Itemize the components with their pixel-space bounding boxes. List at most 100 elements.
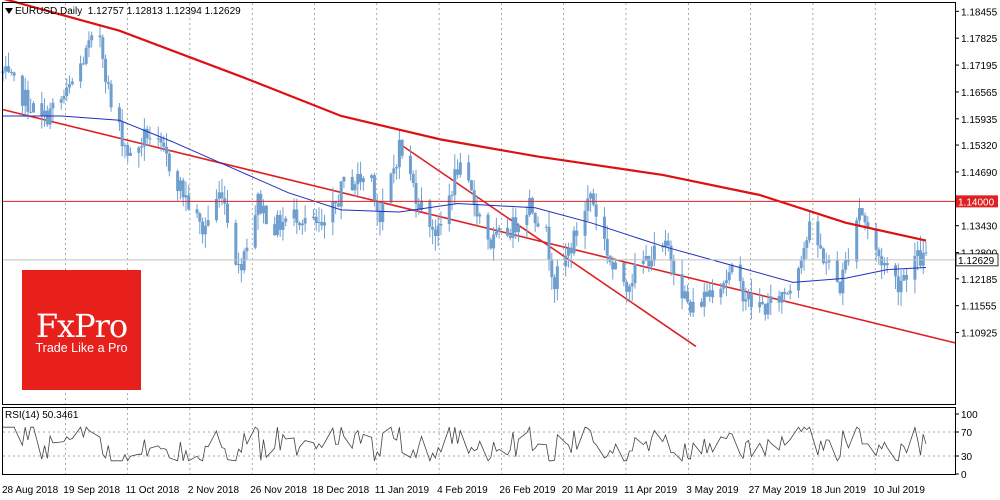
dropdown-triangle-icon <box>5 8 13 15</box>
candle <box>12 71 16 82</box>
y-tick-label: 1.10925 <box>961 329 998 340</box>
candle-body <box>819 245 823 249</box>
candle-body <box>414 183 418 204</box>
candle-body <box>431 227 435 230</box>
x-tick-label: 11 Apr 2019 <box>624 485 678 496</box>
candle <box>586 185 590 222</box>
candle-body <box>857 208 861 221</box>
candle-body <box>81 63 85 65</box>
x-tick-label: 18 Dec 2018 <box>313 485 370 496</box>
candle <box>109 79 113 112</box>
candle-body <box>722 283 726 289</box>
candle-body <box>40 103 44 116</box>
candle <box>106 75 110 90</box>
candle <box>572 226 576 256</box>
candle-body <box>395 167 399 169</box>
candle <box>378 202 382 236</box>
candle-body <box>494 231 498 235</box>
candle <box>780 291 784 314</box>
x-tick-label: 10 Jul 2019 <box>873 485 925 496</box>
candle <box>819 233 823 249</box>
candle <box>137 145 141 168</box>
candle-body <box>184 195 188 198</box>
candle-body <box>176 171 180 192</box>
candle-body <box>472 190 476 205</box>
candle-body <box>544 226 548 228</box>
candle-body <box>611 261 615 270</box>
candle <box>702 282 706 317</box>
candle <box>4 56 8 80</box>
y-tick-label: 1.15935 <box>961 115 998 126</box>
candle-body <box>392 168 396 174</box>
candle-body <box>744 299 748 302</box>
candle <box>708 281 712 302</box>
candle-body <box>827 260 831 263</box>
brand-name: FxPro <box>35 307 128 345</box>
candle-body <box>356 174 360 185</box>
candle <box>860 207 864 216</box>
candle-body <box>816 221 820 246</box>
candle <box>486 212 490 250</box>
candle-body <box>12 72 16 76</box>
y-tick-label: 1.11555 <box>961 302 997 313</box>
candle-body <box>802 247 806 261</box>
candle <box>90 31 94 48</box>
candle-body <box>408 155 412 174</box>
candle-body <box>727 272 731 281</box>
candle-body <box>375 201 379 212</box>
candle <box>273 216 277 236</box>
candle-body <box>126 145 130 156</box>
candle-body <box>220 192 224 199</box>
candle <box>647 255 651 273</box>
candle-body <box>569 248 573 254</box>
candle-body <box>705 291 709 297</box>
candle-body <box>486 214 490 240</box>
current-price-tag <box>955 253 999 267</box>
candle-body <box>882 263 886 266</box>
candle <box>478 212 482 224</box>
moving-average-short <box>3 115 927 283</box>
candle-body <box>921 252 925 266</box>
y-tick-label: 1.16565 <box>961 88 998 99</box>
candle-body <box>106 81 110 84</box>
candle-body <box>120 122 124 147</box>
candle <box>303 205 307 232</box>
candle-body <box>447 195 451 224</box>
candle-body <box>214 198 218 221</box>
level-price-tag <box>956 195 998 208</box>
candle <box>234 219 238 266</box>
candle-body <box>109 83 113 108</box>
candle <box>156 126 160 147</box>
candle <box>816 215 820 259</box>
candle <box>217 180 221 208</box>
trend-line[interactable] <box>2 108 956 344</box>
candle-body <box>453 169 457 196</box>
candle-body <box>630 283 634 287</box>
candle-body <box>575 230 579 236</box>
candle-body <box>320 221 324 226</box>
candle-body <box>165 146 169 154</box>
rsi-line <box>3 425 927 463</box>
candle <box>206 205 210 227</box>
candle-body <box>323 222 327 226</box>
candle <box>605 225 609 264</box>
candle-body <box>467 162 471 181</box>
candle <box>79 55 83 89</box>
candle <box>528 189 532 217</box>
candle-body <box>724 280 728 284</box>
candle <box>370 173 374 183</box>
candle-body <box>439 223 443 226</box>
candle <box>81 56 85 66</box>
candle <box>824 252 828 275</box>
candle <box>467 154 471 184</box>
candle-body <box>456 169 460 175</box>
candle-body <box>555 266 559 290</box>
candle-body <box>259 193 263 214</box>
candle <box>129 147 133 156</box>
candle <box>436 215 440 247</box>
candle <box>298 221 302 231</box>
candle-body <box>808 221 812 241</box>
symbol-header: EURUSD,Daily 1.12757 1.12813 1.12394 1.1… <box>5 6 241 17</box>
candle <box>630 273 634 302</box>
